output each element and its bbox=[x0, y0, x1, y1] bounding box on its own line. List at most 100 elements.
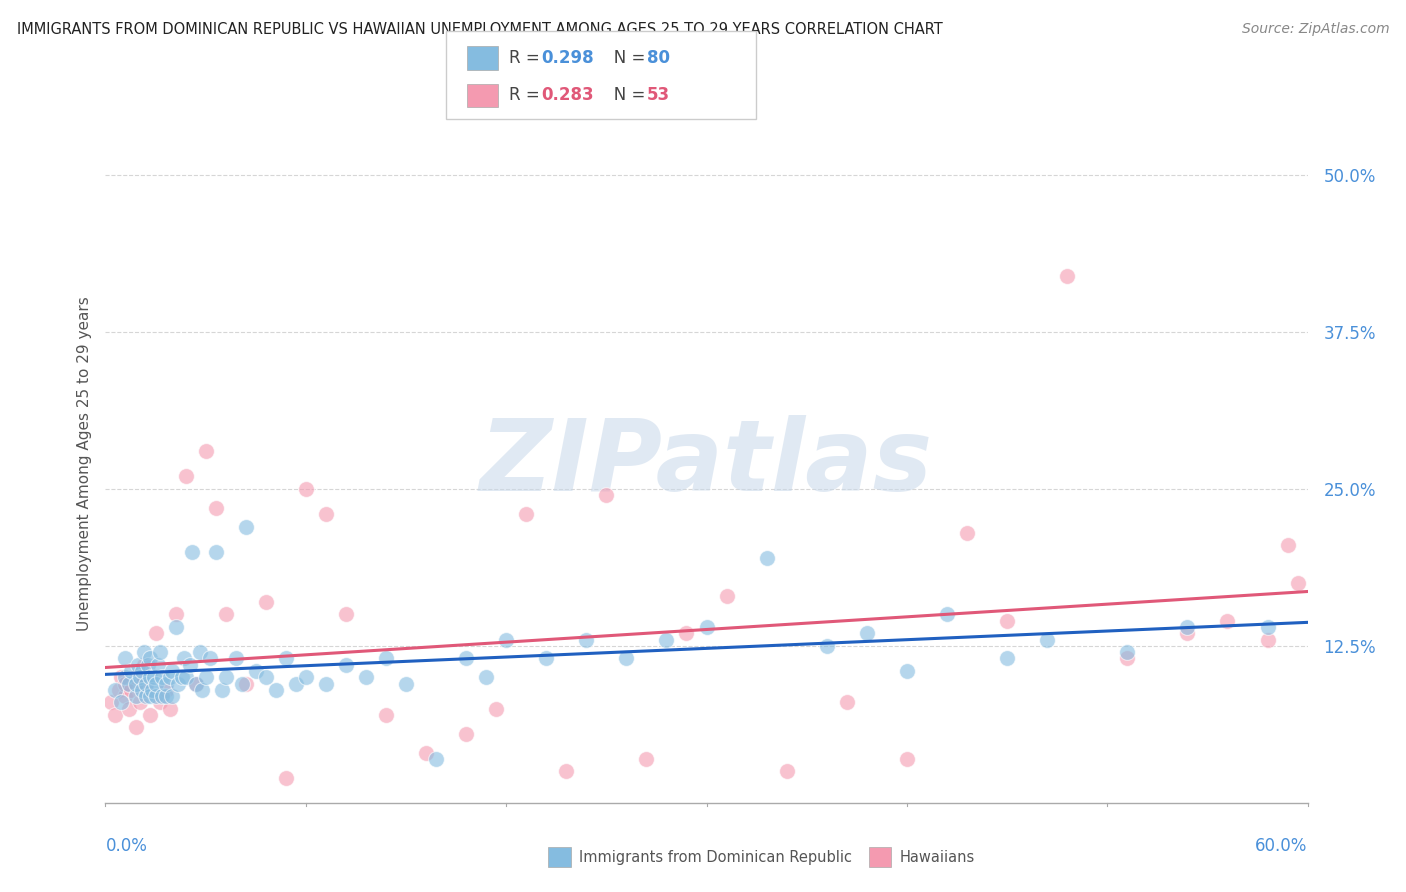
Point bbox=[1056, 268, 1078, 283]
Point bbox=[454, 651, 477, 665]
Point bbox=[395, 676, 418, 690]
Point bbox=[936, 607, 959, 622]
Point bbox=[150, 670, 173, 684]
Point bbox=[485, 701, 508, 715]
Text: R =: R = bbox=[509, 49, 546, 67]
Point bbox=[136, 657, 159, 672]
Point bbox=[214, 670, 236, 684]
Point bbox=[231, 676, 253, 690]
Point bbox=[995, 614, 1018, 628]
Point bbox=[124, 721, 146, 735]
Point bbox=[138, 651, 160, 665]
Point bbox=[131, 664, 153, 678]
Point bbox=[159, 701, 181, 715]
Point bbox=[284, 676, 307, 690]
Text: N =: N = bbox=[598, 87, 650, 104]
Point bbox=[170, 670, 193, 684]
Point bbox=[475, 670, 498, 684]
Point bbox=[204, 500, 226, 515]
Point bbox=[104, 707, 127, 722]
Point bbox=[896, 664, 918, 678]
Point bbox=[159, 670, 181, 684]
Point bbox=[148, 695, 170, 709]
Point bbox=[108, 682, 131, 697]
Point bbox=[264, 682, 287, 697]
Point bbox=[142, 670, 165, 684]
Point bbox=[575, 632, 598, 647]
Point bbox=[1116, 651, 1139, 665]
Point bbox=[1036, 632, 1059, 647]
Point bbox=[174, 670, 197, 684]
Point bbox=[1116, 645, 1139, 659]
Point bbox=[534, 651, 557, 665]
Point bbox=[188, 645, 211, 659]
Point bbox=[118, 701, 141, 715]
Point bbox=[190, 682, 212, 697]
Point bbox=[100, 695, 122, 709]
Point bbox=[124, 670, 146, 684]
Point bbox=[696, 620, 718, 634]
Point bbox=[160, 689, 183, 703]
Point bbox=[138, 670, 160, 684]
Point bbox=[124, 676, 146, 690]
Point bbox=[1277, 538, 1299, 552]
Point bbox=[454, 727, 477, 741]
Point bbox=[179, 657, 201, 672]
Point bbox=[138, 707, 160, 722]
Point bbox=[245, 664, 267, 678]
Point bbox=[254, 595, 277, 609]
Point bbox=[776, 764, 799, 779]
Point bbox=[135, 682, 157, 697]
Text: N =: N = bbox=[598, 49, 650, 67]
Point bbox=[211, 682, 233, 697]
Point bbox=[315, 676, 337, 690]
Point bbox=[616, 651, 638, 665]
Point bbox=[141, 682, 163, 697]
Point bbox=[174, 469, 197, 483]
Text: Hawaiians: Hawaiians bbox=[900, 850, 976, 864]
Point bbox=[184, 676, 207, 690]
Point bbox=[374, 707, 398, 722]
Point bbox=[138, 689, 160, 703]
Point bbox=[274, 651, 297, 665]
Point bbox=[173, 651, 195, 665]
Point bbox=[1286, 576, 1309, 591]
Point bbox=[716, 589, 738, 603]
Point bbox=[128, 695, 150, 709]
Point bbox=[184, 676, 207, 690]
Point bbox=[956, 525, 979, 540]
Point bbox=[214, 607, 236, 622]
Point bbox=[165, 620, 187, 634]
Point bbox=[160, 664, 183, 678]
Point bbox=[194, 670, 217, 684]
Text: 0.0%: 0.0% bbox=[105, 837, 148, 855]
Point bbox=[104, 682, 127, 697]
Point bbox=[515, 507, 537, 521]
Point bbox=[254, 670, 277, 684]
Point bbox=[595, 488, 617, 502]
Point bbox=[165, 607, 187, 622]
Point bbox=[204, 545, 226, 559]
Text: R =: R = bbox=[509, 87, 546, 104]
Point bbox=[145, 689, 167, 703]
Point bbox=[1257, 632, 1279, 647]
Point bbox=[135, 676, 157, 690]
Text: 53: 53 bbox=[647, 87, 669, 104]
Point bbox=[425, 752, 447, 766]
Text: IMMIGRANTS FROM DOMINICAN REPUBLIC VS HAWAIIAN UNEMPLOYMENT AMONG AGES 25 TO 29 : IMMIGRANTS FROM DOMINICAN REPUBLIC VS HA… bbox=[17, 22, 942, 37]
Text: 80: 80 bbox=[647, 49, 669, 67]
Point bbox=[118, 676, 141, 690]
Point bbox=[1177, 620, 1199, 634]
Point bbox=[155, 682, 177, 697]
Point bbox=[675, 626, 697, 640]
Text: Source: ZipAtlas.com: Source: ZipAtlas.com bbox=[1241, 22, 1389, 37]
Point bbox=[354, 670, 377, 684]
Point bbox=[110, 695, 132, 709]
Text: 60.0%: 60.0% bbox=[1256, 837, 1308, 855]
Point bbox=[148, 645, 170, 659]
Point bbox=[295, 482, 318, 496]
Point bbox=[235, 519, 257, 533]
Point bbox=[235, 676, 257, 690]
Point bbox=[114, 670, 136, 684]
Text: ZIPatlas: ZIPatlas bbox=[479, 416, 934, 512]
